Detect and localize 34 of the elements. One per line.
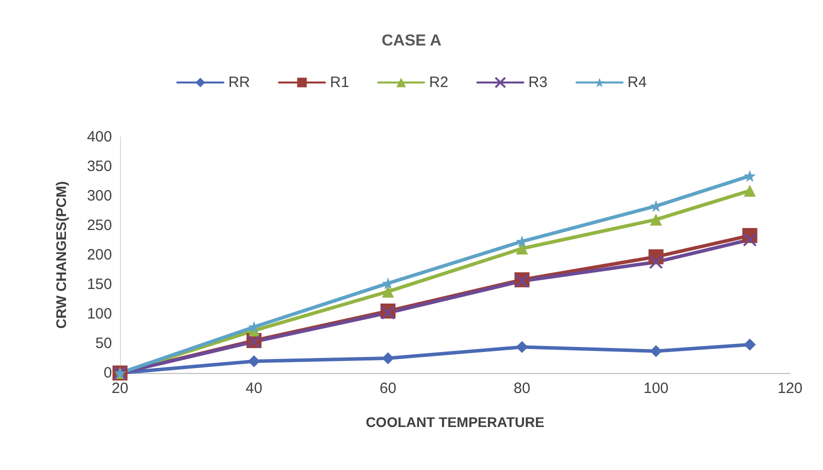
y-tick-label: 150 (86, 276, 112, 293)
legend-label: R3 (528, 74, 548, 91)
y-tick-label: 100 (86, 306, 112, 322)
point (516, 341, 528, 354)
point (248, 355, 260, 368)
y-tick-label: 50 (95, 335, 112, 352)
point (649, 255, 663, 270)
y-tick-label: 400 (86, 128, 112, 146)
y-axis-title: CRW CHANGES(PCM) (53, 181, 69, 329)
point (742, 232, 757, 247)
y-tick-label: 250 (86, 217, 112, 234)
point (744, 184, 756, 197)
chart-title: CASE A (382, 32, 442, 50)
point (744, 170, 756, 182)
point (382, 352, 394, 364)
y-tick-label: 350 (86, 158, 112, 175)
x-tick-label: 80 (514, 380, 530, 397)
point (744, 338, 756, 351)
x-axis-title: COOLANT TEMPERATURE (366, 414, 544, 430)
point (382, 286, 394, 298)
legend-label: R4 (628, 74, 647, 91)
legend-label: R2 (429, 74, 448, 91)
y-tick-label: 0 (104, 364, 112, 382)
y-tick-label: 200 (86, 246, 112, 264)
point (650, 345, 662, 358)
y-tick-label: 300 (86, 188, 112, 204)
x-tick-label: 20 (112, 380, 128, 397)
point (650, 214, 662, 226)
legend-label: RR (228, 74, 250, 91)
x-tick-label: 120 (777, 380, 803, 397)
x-tick-label: 60 (380, 380, 396, 397)
x-tick-label: 100 (643, 380, 669, 397)
legend-label: R1 (330, 74, 350, 91)
x-tick-label: 40 (246, 380, 262, 397)
